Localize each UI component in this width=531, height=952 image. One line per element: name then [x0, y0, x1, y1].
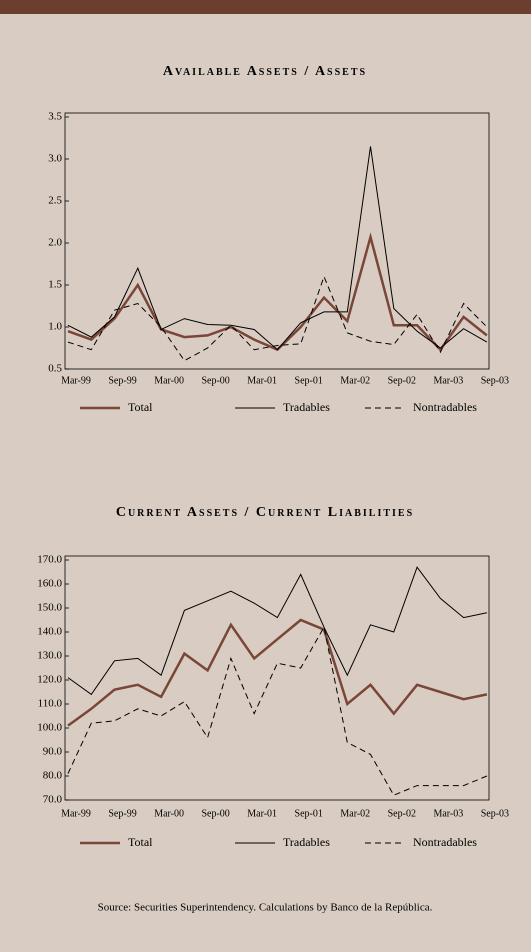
chart-title: Current Assets / Current Liabilities	[116, 505, 414, 520]
x-tick-label: Sep-00	[201, 375, 229, 386]
legend-label: Total	[128, 835, 153, 849]
legend-label: Nontradables	[413, 400, 477, 414]
x-tick-label: Sep-03	[481, 375, 509, 386]
x-tick-label: Sep-01	[295, 808, 323, 819]
x-tick-label: Sep-01	[295, 375, 323, 386]
y-tick-label: 150.0	[37, 602, 62, 614]
x-tick-label: Mar-02	[340, 808, 370, 819]
chart-title: Available Assets / Assets	[163, 64, 367, 79]
x-tick-label: Mar-00	[154, 375, 184, 386]
y-tick-label: 170.0	[37, 554, 62, 566]
y-tick-label: 0.5	[48, 363, 62, 375]
legend-label: Tradables	[283, 835, 330, 849]
y-tick-label: 2.5	[48, 195, 62, 207]
legend-label: Nontradables	[413, 835, 477, 849]
x-tick-label: Mar-01	[247, 808, 277, 819]
x-tick-label: Sep-03	[481, 808, 509, 819]
x-tick-label: Mar-99	[61, 375, 91, 386]
y-tick-label: 120.0	[37, 674, 62, 686]
y-tick-label: 1.0	[48, 321, 62, 333]
x-tick-label: Mar-00	[154, 808, 184, 819]
x-tick-label: Mar-03	[433, 808, 463, 819]
x-tick-label: Sep-00	[201, 808, 229, 819]
plot-frame	[64, 555, 490, 801]
y-tick-label: 2.0	[48, 237, 62, 249]
y-tick-label: 80.0	[43, 770, 63, 782]
x-tick-label: Sep-02	[388, 808, 416, 819]
y-tick-label: 90.0	[43, 746, 63, 758]
series-line	[67, 625, 488, 796]
y-tick-label: 160.0	[37, 578, 62, 590]
series-line	[67, 618, 488, 727]
top-band	[0, 0, 531, 14]
series-line	[67, 146, 488, 351]
x-tick-label: Mar-99	[61, 808, 91, 819]
y-tick-label: 140.0	[37, 626, 62, 638]
series-line	[67, 275, 488, 362]
y-tick-label: 100.0	[37, 722, 62, 734]
y-tick-label: 3.5	[48, 111, 62, 123]
x-tick-label: Sep-99	[108, 375, 136, 386]
plot-frame	[64, 112, 490, 370]
y-tick-label: 1.5	[48, 279, 62, 291]
legend-label: Total	[128, 400, 153, 414]
x-tick-label: Sep-99	[108, 808, 136, 819]
series-line	[67, 566, 488, 696]
y-tick-label: 130.0	[37, 650, 62, 662]
x-tick-label: Sep-02	[388, 375, 416, 386]
source-note: Source: Securities Superintendency. Calc…	[98, 902, 433, 914]
y-tick-label: 110.0	[38, 698, 63, 710]
y-tick-label: 3.0	[48, 153, 62, 165]
x-tick-label: Mar-02	[340, 375, 370, 386]
legend-label: Tradables	[283, 400, 330, 414]
x-tick-label: Mar-01	[247, 375, 277, 386]
y-tick-label: 70.0	[43, 794, 63, 806]
x-tick-label: Mar-03	[433, 375, 463, 386]
